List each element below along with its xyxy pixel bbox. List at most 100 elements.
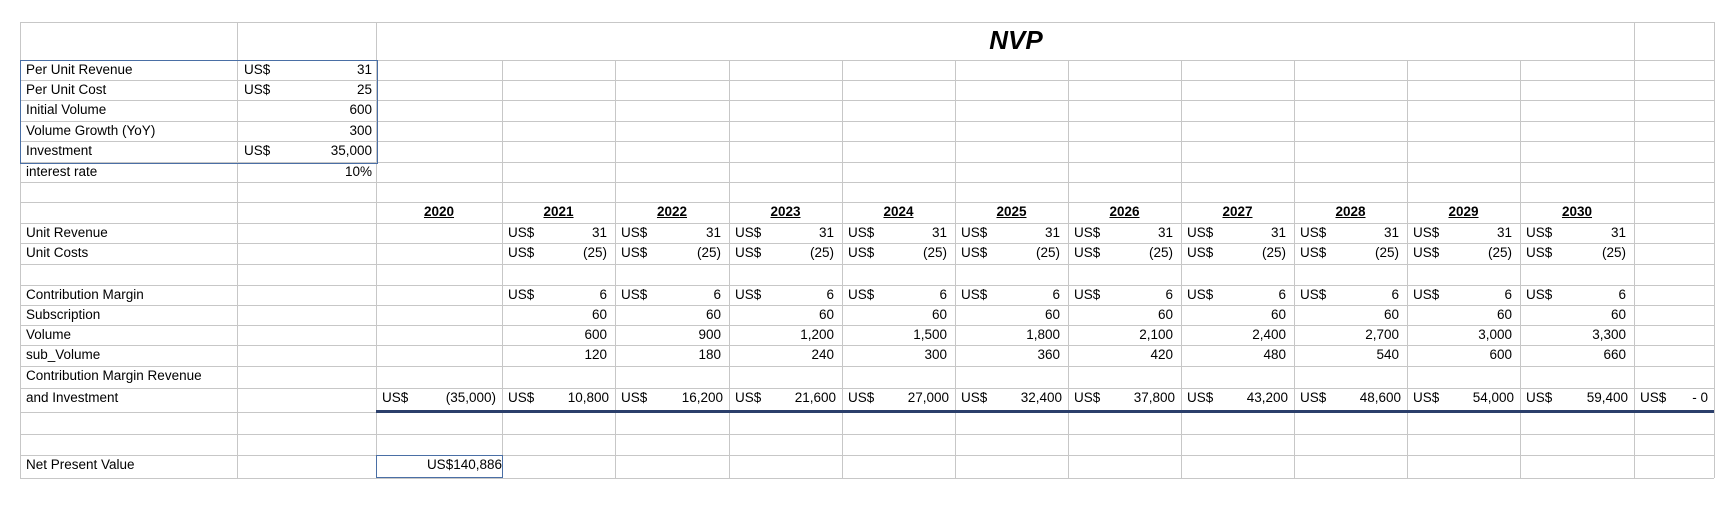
sub_volume-cell[interactable]: 360 xyxy=(1037,347,1060,362)
subscription-cell[interactable]: 60 xyxy=(1496,307,1512,322)
volume-cell[interactable]: 2,400 xyxy=(1252,327,1286,342)
cmr-cell[interactable]: 27,000 xyxy=(907,390,949,405)
unit_costs-cell[interactable]: (25) xyxy=(696,245,721,260)
input-currency[interactable]: US$ xyxy=(244,143,271,158)
sub_volume-cell[interactable]: 600 xyxy=(1489,347,1512,362)
contribution_margin-cell[interactable]: 6 xyxy=(599,287,607,302)
currency-symbol[interactable]: US$ xyxy=(508,245,535,260)
unit_revenue-cell[interactable]: 31 xyxy=(591,225,607,240)
contribution_margin-cell[interactable]: 6 xyxy=(1165,287,1173,302)
cmr-cell[interactable]: 54,000 xyxy=(1472,390,1514,405)
currency-symbol[interactable]: US$ xyxy=(1413,287,1440,302)
currency-symbol[interactable]: US$ xyxy=(1413,225,1440,240)
year-header[interactable]: 2029 xyxy=(1448,204,1479,219)
year-header[interactable]: 2023 xyxy=(770,204,801,219)
contribution_margin-cell[interactable]: 6 xyxy=(713,287,721,302)
currency-symbol[interactable]: US$ xyxy=(1074,390,1101,405)
unit_costs-cell[interactable]: (25) xyxy=(809,245,834,260)
currency-symbol[interactable]: US$ xyxy=(961,287,988,302)
year-header[interactable]: 2026 xyxy=(1109,204,1140,219)
unit_revenue-cell[interactable]: 31 xyxy=(1496,225,1512,240)
currency-symbol[interactable]: US$ xyxy=(1300,287,1327,302)
subscription-cell[interactable]: 60 xyxy=(591,307,607,322)
input-currency[interactable]: US$ xyxy=(244,82,271,97)
volume-cell[interactable]: 3,300 xyxy=(1592,327,1626,342)
subscription-cell[interactable]: 60 xyxy=(1610,307,1626,322)
cmr-cell[interactable]: 21,600 xyxy=(794,390,836,405)
contribution_margin-cell[interactable]: 6 xyxy=(1504,287,1512,302)
currency-symbol[interactable]: US$ xyxy=(961,390,988,405)
input-label[interactable]: interest rate xyxy=(26,164,98,179)
subscription-cell[interactable]: 60 xyxy=(1044,307,1060,322)
input-value[interactable]: 31 xyxy=(356,62,372,77)
sub_volume-cell[interactable]: 180 xyxy=(698,347,721,362)
currency-symbol[interactable]: US$ xyxy=(848,245,875,260)
volume-cell[interactable]: 2,100 xyxy=(1139,327,1173,342)
row-label[interactable]: and Investment xyxy=(26,390,119,405)
volume-cell[interactable]: 1,800 xyxy=(1026,327,1060,342)
unit_revenue-cell[interactable]: 31 xyxy=(931,225,947,240)
cmr-cell[interactable]: 37,800 xyxy=(1133,390,1175,405)
sub_volume-cell[interactable]: 480 xyxy=(1263,347,1286,362)
currency-symbol[interactable]: US$ xyxy=(1526,390,1553,405)
unit_revenue-cell[interactable]: 31 xyxy=(1610,225,1626,240)
currency-symbol[interactable]: US$ xyxy=(508,287,535,302)
currency-symbol[interactable]: US$ xyxy=(621,245,648,260)
unit_revenue-cell[interactable]: 31 xyxy=(1383,225,1399,240)
unit_revenue-cell[interactable]: 31 xyxy=(1270,225,1286,240)
cmr-cell[interactable]: 16,200 xyxy=(681,390,723,405)
currency-symbol[interactable]: US$ xyxy=(621,287,648,302)
contribution_margin-cell[interactable]: 6 xyxy=(1052,287,1060,302)
currency-symbol[interactable]: US$ xyxy=(1526,287,1553,302)
unit_costs-cell[interactable]: (25) xyxy=(1261,245,1286,260)
row-label[interactable]: Unit Costs xyxy=(26,245,89,260)
unit_costs-cell[interactable]: (25) xyxy=(1374,245,1399,260)
subscription-cell[interactable]: 60 xyxy=(1383,307,1399,322)
year-header[interactable]: 2022 xyxy=(656,204,688,219)
currency-symbol[interactable]: US$ xyxy=(1413,245,1440,260)
sub_volume-cell[interactable]: 240 xyxy=(811,347,834,362)
cmr-cell[interactable]: 59,400 xyxy=(1586,390,1628,405)
input-label[interactable]: Volume Growth (YoY) xyxy=(26,123,156,138)
volume-cell[interactable]: 1,200 xyxy=(800,327,834,342)
row-label[interactable]: Contribution Margin xyxy=(26,287,144,302)
contribution_margin-cell[interactable]: 6 xyxy=(1391,287,1399,302)
unit_costs-cell[interactable]: (25) xyxy=(582,245,607,260)
cmr-cell[interactable]: - 0 xyxy=(1692,390,1708,405)
currency-symbol[interactable]: US$ xyxy=(1413,390,1440,405)
npv-label[interactable]: Net Present Value xyxy=(26,457,135,472)
currency-symbol[interactable]: US$ xyxy=(1187,287,1214,302)
unit_revenue-cell[interactable]: 31 xyxy=(818,225,834,240)
subscription-cell[interactable]: 60 xyxy=(705,307,721,322)
unit_costs-cell[interactable]: (25) xyxy=(1148,245,1173,260)
currency-symbol[interactable]: US$ xyxy=(848,225,875,240)
currency-symbol[interactable]: US$ xyxy=(1187,390,1214,405)
input-currency[interactable]: US$ xyxy=(244,62,271,77)
input-value[interactable]: 10% xyxy=(344,164,372,179)
year-header[interactable]: 2025 xyxy=(996,204,1027,219)
year-header[interactable]: 2020 xyxy=(423,204,455,219)
year-header[interactable]: 2030 xyxy=(1561,204,1593,219)
currency-symbol[interactable]: US$ xyxy=(1300,390,1327,405)
sub_volume-cell[interactable]: 120 xyxy=(584,347,607,362)
currency-symbol[interactable]: US$ xyxy=(1300,225,1327,240)
unit_costs-cell[interactable]: (25) xyxy=(1487,245,1512,260)
currency-symbol[interactable]: US$ xyxy=(1526,225,1553,240)
input-label[interactable]: Per Unit Revenue xyxy=(26,62,133,77)
volume-cell[interactable]: 900 xyxy=(698,327,721,342)
cmr-cell[interactable]: 43,200 xyxy=(1246,390,1288,405)
unit_costs-cell[interactable]: (25) xyxy=(1035,245,1060,260)
cmr-cell[interactable]: 10,800 xyxy=(567,390,609,405)
currency-symbol[interactable]: US$ xyxy=(1074,225,1101,240)
year-header[interactable]: 2027 xyxy=(1222,204,1253,219)
row-label[interactable]: Unit Revenue xyxy=(26,225,108,240)
currency-symbol[interactable]: US$ xyxy=(735,245,762,260)
subscription-cell[interactable]: 60 xyxy=(1270,307,1286,322)
currency-symbol[interactable]: US$ xyxy=(735,390,762,405)
input-value[interactable]: 600 xyxy=(349,102,372,117)
sub_volume-cell[interactable]: 300 xyxy=(924,347,947,362)
unit_revenue-cell[interactable]: 31 xyxy=(1044,225,1060,240)
subscription-cell[interactable]: 60 xyxy=(931,307,947,322)
cmr-cell[interactable]: 48,600 xyxy=(1359,390,1401,405)
